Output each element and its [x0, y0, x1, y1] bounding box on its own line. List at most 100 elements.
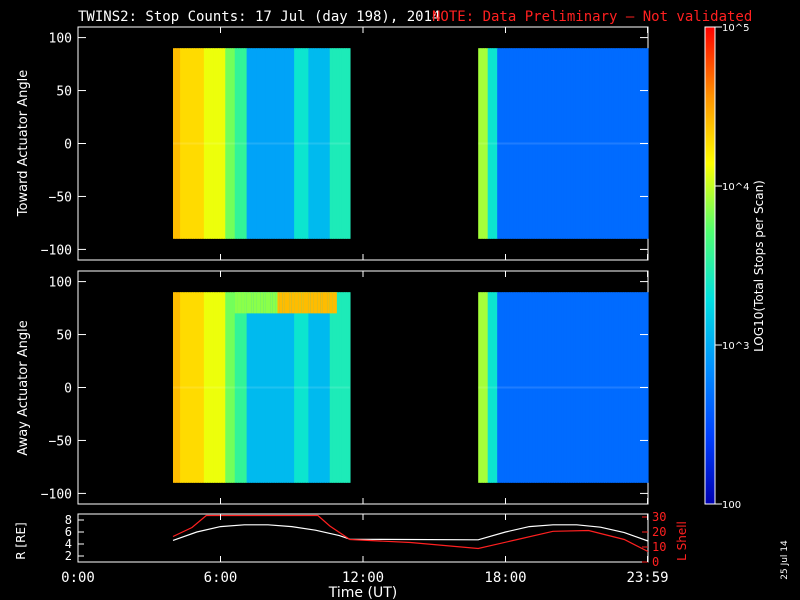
heatmap-cell	[334, 292, 338, 483]
heatmap-cell	[544, 292, 548, 483]
heatmap-cell	[294, 48, 298, 239]
heatmap-cell	[537, 292, 541, 483]
heatmap-cell	[218, 48, 222, 239]
heatmap-cell	[211, 292, 214, 483]
heatmap-cell	[263, 292, 267, 314]
heatmap-cell	[596, 292, 600, 483]
heatmap-cell	[637, 292, 641, 483]
heatmap-cell	[253, 292, 257, 314]
heatmap-cell	[303, 292, 307, 314]
heatmap-cell	[513, 48, 517, 239]
heatmap-cell	[301, 292, 305, 314]
heatmap-cell	[173, 48, 176, 239]
heatmap-cell	[339, 292, 343, 483]
heatmap-cell	[627, 48, 631, 239]
heatmap-cell	[189, 48, 193, 239]
heatmap-cell	[287, 292, 290, 314]
orbit-right-tick-label: 20	[652, 525, 666, 539]
heatmap-cell	[239, 292, 243, 314]
heatmap-cell	[513, 292, 517, 483]
heatmap-cell	[296, 292, 300, 483]
heatmap-cell	[211, 48, 214, 239]
heatmap-cell	[558, 292, 562, 483]
heatmap-cell	[192, 48, 195, 239]
heatmap-cell	[563, 48, 567, 239]
heatmap-cell	[504, 292, 508, 483]
heatmap-cell	[620, 292, 624, 483]
heatmap-cell	[256, 48, 260, 239]
heatmap-cell	[213, 48, 217, 239]
heatmap-cell	[637, 48, 641, 239]
heatmap-cell	[306, 48, 309, 239]
heatmap-cell	[480, 292, 484, 483]
heatmap-cell	[618, 48, 622, 239]
heatmap-cell	[239, 48, 243, 239]
heatmap-cell	[485, 292, 489, 483]
heatmap-cell	[625, 292, 629, 483]
heatmap-cell	[530, 48, 534, 239]
heatmap-cell	[594, 292, 598, 483]
heatmap-cell	[547, 292, 551, 483]
heatmap-cell	[566, 48, 570, 239]
panel-toward: 100 50 0 −50 −100 Toward Actuator Angle	[16, 26, 649, 261]
y-tick-label: 50	[56, 85, 72, 100]
heatmap-cell	[272, 292, 276, 314]
heatmap-cell	[592, 48, 596, 239]
heatmap-cell	[618, 292, 622, 483]
panel-toward-ylabel: Toward Actuator Angle	[16, 70, 31, 217]
heatmap-cell	[525, 48, 529, 239]
heatmap-cell	[627, 292, 631, 483]
heatmap-cell	[589, 292, 593, 483]
heatmap-cell	[599, 48, 603, 239]
heatmap-cell	[275, 292, 279, 314]
heatmap-cell	[608, 48, 612, 239]
heatmap-cell	[279, 292, 283, 483]
heatmap-cell	[615, 48, 619, 239]
heatmap-cell	[237, 48, 241, 239]
heatmap-cell	[623, 292, 627, 483]
heatmap-cell	[265, 292, 269, 314]
heatmap-cell	[630, 48, 634, 239]
heatmap-cell	[596, 48, 600, 239]
colorbar-label: LOG10(Total Stops per Scan)	[752, 180, 766, 352]
heatmap-cell	[632, 48, 636, 239]
x-tick-label: 23:59	[626, 570, 668, 586]
heatmap-cell	[327, 292, 331, 483]
heatmap-cell	[222, 292, 226, 483]
heatmap-cell	[594, 48, 598, 239]
heatmap-cell	[327, 48, 331, 239]
heatmap-cell	[232, 48, 236, 239]
heatmap-cell	[494, 292, 498, 483]
colorbar: 10^5 10^4 10^3 100 LOG10(Total Stops per Sc…	[704, 23, 766, 511]
heatmap-cell	[296, 48, 300, 239]
heatmap-cell	[525, 292, 529, 483]
y-tick-label: 100	[49, 32, 72, 47]
heatmap-cell	[325, 292, 328, 483]
heatmap-cell	[177, 292, 181, 483]
heatmap-cell	[201, 48, 205, 239]
heatmap-cell	[294, 292, 298, 314]
heatmap-cell	[298, 292, 302, 483]
heatmap-cell	[329, 48, 333, 239]
heatmap-cell	[180, 292, 184, 483]
heatmap-cell	[344, 292, 347, 483]
heatmap-cell	[260, 292, 264, 314]
heatmap-cell	[256, 292, 260, 314]
heatmap-cell	[308, 48, 312, 239]
heatmap-cell	[215, 292, 219, 483]
heatmap-cell	[494, 48, 498, 239]
heatmap-cell	[249, 292, 252, 483]
heatmap-cell	[187, 48, 191, 239]
heatmap-cell	[341, 292, 345, 483]
heatmap-cell	[253, 48, 257, 239]
heatmap-cell	[294, 292, 298, 483]
heatmap-cell	[230, 292, 233, 483]
heatmap-cell	[289, 292, 293, 483]
heatmap-cell	[206, 48, 210, 239]
heatmap-cell	[589, 48, 593, 239]
heatmap-cell	[587, 48, 591, 239]
colorbar-tick-label: 100	[722, 500, 741, 511]
heatmap-cell	[303, 48, 307, 239]
heatmap-cell	[554, 48, 558, 239]
